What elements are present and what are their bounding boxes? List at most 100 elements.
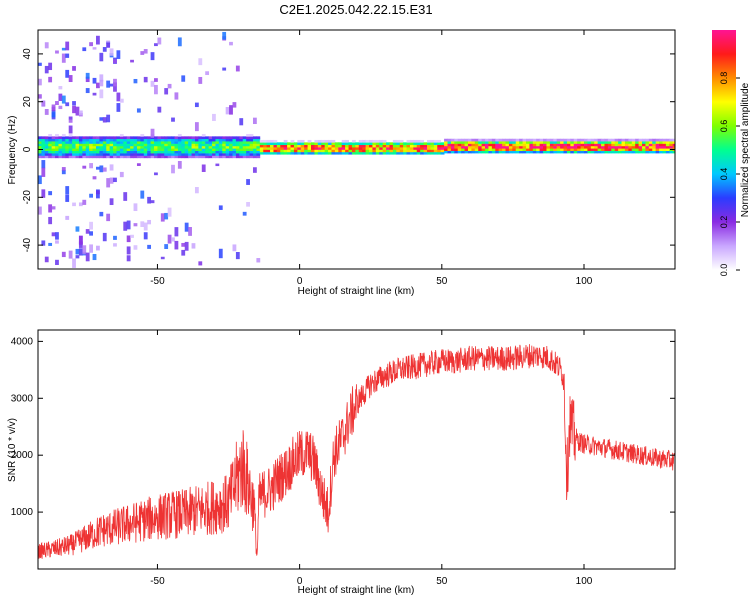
- heatmap-cell: [181, 242, 186, 247]
- heatmap-cell: [399, 139, 404, 143]
- heatmap-cell: [270, 147, 274, 150]
- heatmap-cell: [99, 79, 104, 87]
- heatmap-cell: [311, 142, 315, 146]
- heatmap-cell: [232, 143, 237, 147]
- heatmap-cell: [154, 148, 158, 151]
- heatmap-cell: [317, 144, 322, 148]
- heatmap-cell: [239, 155, 244, 159]
- heatmap-cell: [328, 149, 332, 153]
- heatmap-cell: [584, 143, 588, 147]
- heatmap-cell: [560, 150, 564, 154]
- heatmap-cell: [464, 141, 469, 144]
- heatmap-cell: [423, 149, 428, 153]
- heatmap-cell: [662, 138, 667, 142]
- heatmap-cell: [413, 139, 418, 143]
- heatmap-cell: [51, 138, 56, 142]
- heatmap-cell: [331, 142, 336, 146]
- heatmap-cell: [167, 136, 172, 140]
- heatmap-cell: [396, 139, 401, 143]
- y-tick-label: 40: [22, 48, 33, 60]
- heatmap-cell: [413, 142, 418, 146]
- heatmap-cell: [140, 153, 145, 156]
- heatmap-cell: [171, 136, 175, 140]
- heatmap-cell: [242, 136, 247, 140]
- heatmap-cell: [512, 148, 517, 151]
- heatmap-cell: [372, 139, 377, 143]
- heatmap-cell: [85, 229, 90, 234]
- heatmap-cell: [635, 148, 639, 151]
- heatmap-cell: [607, 143, 612, 147]
- heatmap-cell: [358, 144, 363, 148]
- heatmap-cell: [307, 147, 312, 150]
- heatmap-cell: [433, 139, 438, 143]
- heatmap-cell: [560, 138, 564, 142]
- heatmap-cell: [351, 142, 356, 146]
- heatmap-cell: [314, 147, 319, 150]
- heatmap-cell: [396, 142, 401, 146]
- heatmap-cell: [614, 148, 619, 151]
- heatmap-cell: [96, 153, 100, 156]
- heatmap-cell: [61, 150, 66, 154]
- heatmap-cell: [82, 47, 87, 52]
- heatmap-cell: [157, 148, 162, 151]
- heatmap-cell: [65, 150, 70, 154]
- heatmap-cell: [198, 155, 203, 159]
- heatmap-cell: [225, 138, 230, 142]
- heatmap-cell: [78, 153, 83, 156]
- heatmap-cell: [48, 155, 53, 159]
- heatmap-cell: [372, 142, 377, 146]
- heatmap-cell: [82, 165, 87, 169]
- colorbar-ticks: 0.00.20.40.60.8: [719, 72, 740, 276]
- heatmap-cell: [270, 142, 274, 146]
- heatmap-cell: [256, 138, 261, 142]
- heatmap-cell: [181, 145, 186, 149]
- heatmap-cell: [68, 136, 73, 140]
- heatmap-cell: [116, 136, 121, 140]
- heatmap-cell: [194, 136, 199, 140]
- heatmap-cell: [102, 155, 107, 159]
- heatmap-cell: [348, 149, 353, 153]
- heatmap-cell: [259, 139, 264, 143]
- heatmap-cell: [102, 145, 107, 149]
- heatmap-cell: [184, 155, 189, 159]
- heatmap-cell: [587, 148, 592, 151]
- y-tick-label: 3000: [11, 393, 34, 404]
- heatmap-cell: [444, 150, 448, 154]
- heatmap-cell: [345, 142, 349, 146]
- heatmap-cell: [222, 136, 227, 140]
- heatmap-cell: [553, 143, 558, 147]
- heatmap-cell: [252, 167, 257, 173]
- heatmap-cell: [140, 141, 145, 144]
- heatmap-cell: [525, 141, 530, 144]
- heatmap-cell: [48, 133, 53, 137]
- heatmap-cell: [119, 171, 124, 178]
- heatmap-cell: [539, 145, 544, 149]
- heatmap-cell: [290, 147, 295, 150]
- heatmap-cell: [143, 49, 148, 54]
- heatmap-cell: [102, 150, 107, 154]
- heatmap-cell: [55, 232, 59, 240]
- heatmap-cell: [242, 155, 247, 159]
- heatmap-cell: [587, 141, 592, 144]
- heatmap-cell: [147, 244, 152, 249]
- heatmap-cell: [119, 98, 124, 103]
- heatmap-cell: [409, 147, 414, 150]
- heatmap-cell: [365, 142, 370, 146]
- heatmap-cell: [263, 142, 268, 146]
- heatmap-cell: [143, 155, 148, 159]
- heatmap-cell: [642, 143, 646, 147]
- heatmap-cell: [89, 136, 93, 140]
- heatmap-cell: [280, 147, 285, 150]
- heatmap-cell: [126, 145, 131, 149]
- heatmap-cell: [113, 78, 117, 87]
- heatmap-cell: [41, 153, 46, 156]
- heatmap-cell: [444, 141, 448, 144]
- heatmap-cell: [171, 237, 175, 242]
- heatmap-cell: [92, 148, 97, 151]
- heatmap-cell: [498, 150, 503, 154]
- heatmap-cell: [444, 143, 448, 147]
- heatmap-cell: [130, 153, 134, 156]
- heatmap-cell: [566, 150, 571, 154]
- heatmap-cell: [58, 153, 63, 156]
- heatmap-cell: [157, 37, 162, 45]
